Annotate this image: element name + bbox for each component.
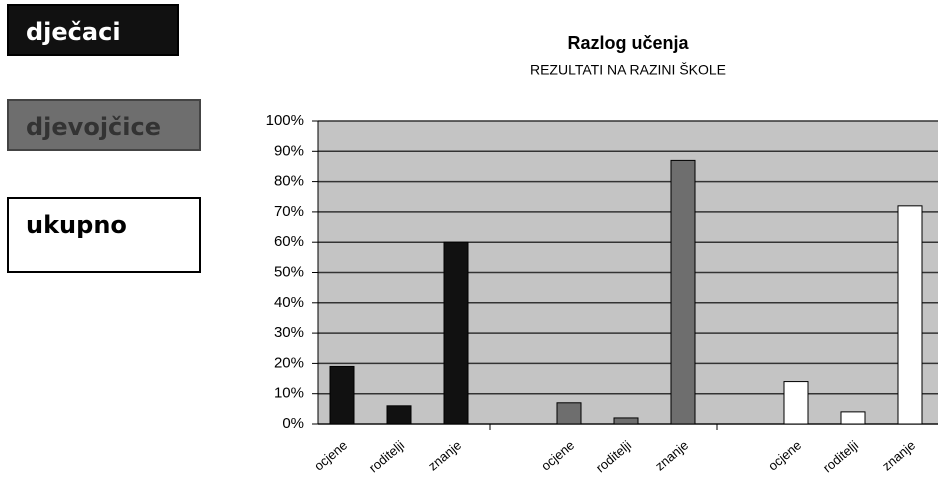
bar xyxy=(897,205,923,425)
x-tick-label: roditelji xyxy=(366,437,407,475)
bar xyxy=(329,365,355,425)
legend-swatch xyxy=(7,99,201,151)
y-tick-label: 30% xyxy=(274,324,304,341)
bar xyxy=(670,159,696,425)
chart-title: Razlog učenja xyxy=(567,33,689,53)
chart-subtitle: REZULTATI NA RAZINI ŠKOLE xyxy=(530,62,726,78)
y-tick-label: 40% xyxy=(274,294,304,311)
bar xyxy=(443,241,469,425)
legend-label: ukupno xyxy=(26,211,127,239)
y-tick-label: 50% xyxy=(274,263,304,280)
bar xyxy=(840,411,866,425)
y-tick-label: 70% xyxy=(274,203,304,220)
bar xyxy=(783,381,809,425)
y-tick-label: 20% xyxy=(274,354,304,371)
legend-swatch xyxy=(7,4,179,56)
x-tick-label: ocjene xyxy=(538,437,577,473)
x-tick-label: roditelji xyxy=(593,437,634,475)
legend-label: djevojčice xyxy=(26,113,161,141)
y-tick-label: 0% xyxy=(282,415,304,432)
x-tick-label: znanje xyxy=(879,437,918,473)
y-tick-label: 100% xyxy=(266,112,304,129)
bar xyxy=(386,405,412,425)
y-tick-label: 10% xyxy=(274,385,304,402)
legend-label: dječaci xyxy=(26,18,121,46)
x-tick-label: znanje xyxy=(652,437,691,473)
bar xyxy=(556,402,582,425)
y-tick-label: 90% xyxy=(274,142,304,159)
x-tick-label: ocjene xyxy=(311,437,350,473)
x-tick-label: znanje xyxy=(425,437,464,473)
bar xyxy=(613,417,639,425)
y-tick-label: 80% xyxy=(274,173,304,190)
y-tick-label: 60% xyxy=(274,233,304,250)
x-tick-label: ocjene xyxy=(765,437,804,473)
x-tick-label: roditelji xyxy=(820,437,861,475)
legend-swatch xyxy=(7,197,201,273)
